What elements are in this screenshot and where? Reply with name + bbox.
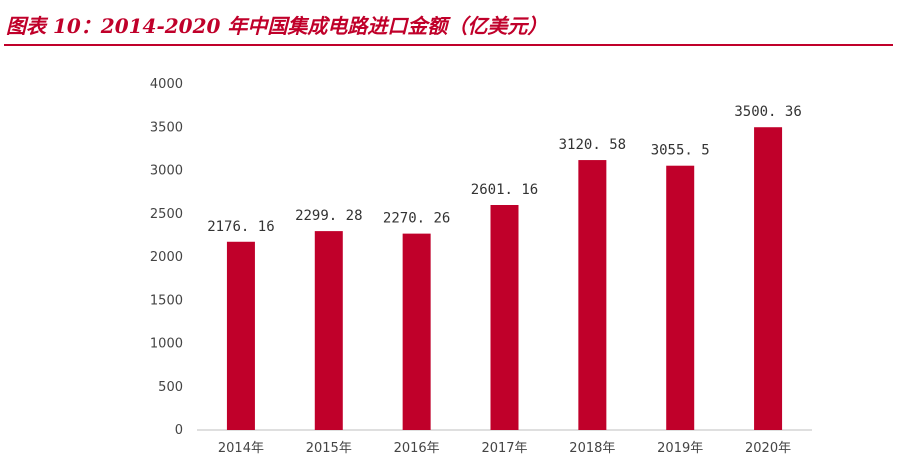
data-label: 2601. 16	[471, 182, 538, 198]
x-tick-label: 2015年	[306, 441, 352, 456]
data-label: 2270. 26	[383, 211, 450, 227]
x-tick-label: 2019年	[657, 441, 703, 456]
bar	[666, 165, 695, 430]
data-label: 2299. 28	[295, 208, 362, 224]
y-tick-label: 3500	[150, 120, 183, 135]
bars	[226, 127, 783, 430]
y-tick-label: 2500	[150, 207, 183, 222]
y-tick-label: 1500	[150, 293, 183, 308]
data-label: 2176. 16	[207, 219, 274, 235]
data-label: 3500. 36	[734, 104, 801, 120]
bar	[754, 127, 783, 430]
y-tick-label: 1000	[150, 337, 183, 352]
y-tick-label: 4000	[150, 77, 183, 92]
y-tick-label: 2000	[150, 250, 183, 265]
y-axis: 0 500 1000 1500 2000 2500 3000 3500 4000	[150, 77, 183, 438]
data-label: 3120. 58	[559, 137, 626, 153]
bar	[226, 241, 255, 430]
x-axis: 2014年 2015年 2016年 2017年 2018年 2019年 2020年	[197, 429, 812, 456]
bar	[314, 231, 343, 430]
x-tick-label: 2014年	[218, 441, 264, 456]
x-tick-label: 2018年	[569, 441, 615, 456]
chart-caption: 图表 10：2014-2020 年中国集成电路进口金额（亿美元）	[6, 14, 548, 38]
bar	[490, 204, 519, 430]
bar	[402, 233, 431, 430]
x-tick-label: 2017年	[481, 441, 527, 456]
y-tick-label: 3000	[150, 164, 183, 179]
x-tick-label: 2020年	[745, 441, 791, 456]
bar	[578, 160, 607, 430]
data-label: 3055. 5	[651, 143, 710, 159]
y-tick-label: 500	[158, 380, 183, 395]
y-tick-label: 0	[175, 423, 183, 438]
data-labels: 2176. 16 2299. 28 2270. 26 2601. 16 3120. 58…	[207, 104, 802, 235]
x-tick-label: 2016年	[394, 441, 440, 456]
caption-underline	[4, 44, 893, 46]
